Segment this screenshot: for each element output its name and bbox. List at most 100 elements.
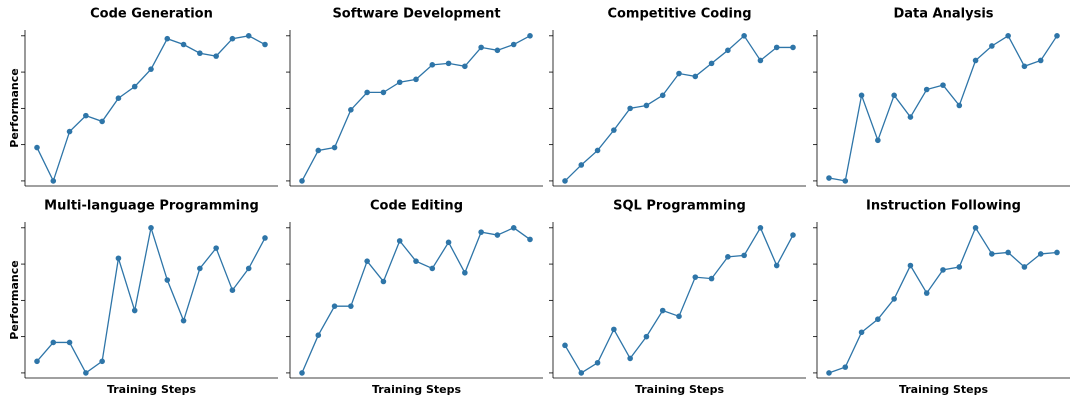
point — [923, 86, 930, 93]
point — [50, 178, 57, 184]
point — [1054, 33, 1060, 39]
point — [66, 339, 73, 346]
point — [757, 57, 764, 64]
point — [180, 41, 187, 48]
point — [364, 89, 370, 96]
point — [708, 60, 715, 67]
point — [907, 114, 914, 120]
point — [213, 245, 219, 251]
point — [659, 92, 666, 99]
point — [262, 41, 268, 48]
x-axis-label: Training Steps — [107, 383, 197, 396]
point — [972, 57, 979, 64]
point — [594, 147, 601, 154]
point — [229, 287, 236, 294]
point — [562, 342, 568, 349]
point — [1037, 57, 1044, 64]
point — [99, 118, 105, 125]
line — [564, 226, 794, 374]
x-axis-label: Training Steps — [899, 383, 989, 396]
point — [989, 251, 995, 257]
point — [83, 370, 89, 376]
point — [164, 277, 171, 283]
point — [396, 79, 403, 86]
point — [315, 147, 322, 154]
point — [826, 370, 832, 376]
point — [527, 236, 533, 243]
point — [956, 102, 963, 109]
point — [245, 33, 252, 39]
point — [989, 43, 995, 49]
point — [891, 92, 897, 99]
point — [790, 232, 796, 238]
line — [564, 34, 793, 182]
point — [741, 252, 747, 259]
point — [462, 269, 468, 276]
panel-title: Instruction Following — [866, 199, 1021, 214]
point — [315, 332, 322, 338]
y-axis-label: Performance — [8, 68, 21, 147]
point — [676, 313, 682, 320]
point — [773, 44, 780, 51]
point — [180, 317, 187, 324]
point — [643, 333, 650, 340]
line — [828, 226, 1058, 374]
point — [725, 47, 731, 54]
point — [462, 63, 468, 70]
point — [380, 278, 387, 285]
point — [213, 53, 219, 59]
panel-title: Code Generation — [90, 7, 213, 22]
x-axis-label: Training Steps — [635, 383, 725, 396]
point — [611, 127, 617, 133]
point — [34, 144, 40, 151]
line — [36, 35, 266, 183]
point — [923, 290, 930, 296]
point — [842, 178, 849, 184]
point — [757, 225, 764, 231]
panel-title: Competitive Coding — [607, 7, 751, 22]
point — [858, 92, 865, 99]
point — [956, 264, 963, 270]
point — [331, 303, 338, 309]
point — [708, 275, 715, 282]
point — [348, 107, 354, 113]
point — [1005, 33, 1011, 39]
point — [445, 239, 452, 246]
point — [445, 60, 452, 67]
point — [50, 339, 57, 346]
point — [299, 178, 305, 184]
panel-title: Data Analysis — [893, 7, 993, 22]
panel-title: Multi-language Programming — [44, 199, 259, 214]
point — [413, 76, 419, 83]
point — [527, 33, 533, 39]
line — [828, 34, 1058, 182]
point — [510, 225, 517, 231]
point — [578, 162, 585, 168]
point — [510, 41, 517, 48]
point — [972, 225, 979, 231]
point — [262, 235, 268, 241]
point — [1021, 264, 1028, 270]
point — [692, 274, 699, 280]
point — [229, 35, 236, 42]
point — [826, 175, 832, 181]
point — [725, 254, 731, 260]
line — [301, 35, 531, 182]
point — [1021, 63, 1028, 70]
point — [429, 265, 436, 272]
point — [245, 265, 252, 272]
point — [1054, 249, 1060, 256]
line — [301, 227, 531, 374]
point — [627, 355, 633, 362]
point — [197, 50, 203, 57]
point — [348, 303, 354, 309]
point — [197, 265, 203, 272]
point — [148, 66, 154, 72]
point — [83, 112, 89, 119]
point — [858, 329, 865, 336]
point — [413, 258, 419, 264]
point — [1037, 251, 1044, 257]
point — [741, 33, 747, 39]
point — [99, 358, 105, 365]
